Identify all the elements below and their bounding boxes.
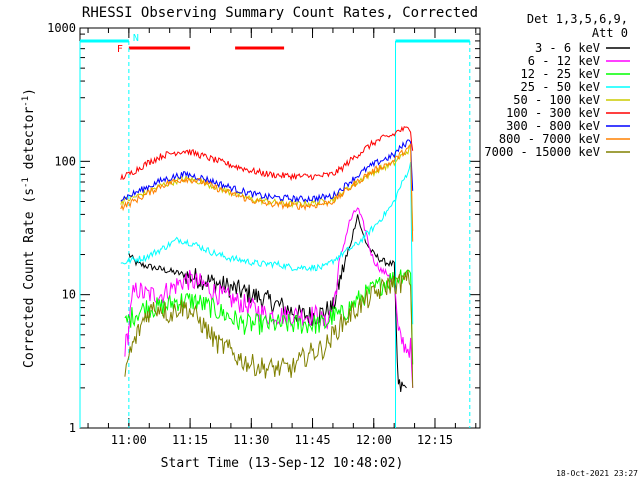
- series-line-7: [120, 143, 414, 242]
- legend-label: 800 - 7000 keV: [499, 132, 600, 146]
- y-tick-label: 10: [62, 288, 76, 302]
- x-tick-label: 11:15: [172, 433, 208, 447]
- y-tick-label: 1: [69, 421, 76, 435]
- y-axis-label-sup-2: -1: [21, 96, 31, 107]
- legend-label: 300 - 800 keV: [506, 119, 600, 133]
- legend-label: 6 - 12 keV: [528, 54, 600, 68]
- y-axis-label-mid: detector: [22, 107, 37, 178]
- y-axis-label-sup-1: -1: [21, 177, 31, 188]
- series-line-1: [124, 207, 414, 388]
- x-tick-label: 12:15: [417, 433, 453, 447]
- footer-timestamp: 18-Oct-2021 23:27: [556, 469, 638, 478]
- x-tick-label: 11:45: [294, 433, 330, 447]
- series-line-3: [120, 162, 414, 325]
- y-axis-label: Corrected Count Rate (s-1 detector-1): [21, 88, 37, 368]
- series-line-6: [120, 139, 414, 204]
- y-axis-label-pre: Corrected Count Rate (s: [22, 188, 37, 368]
- flag-F: F: [117, 44, 123, 55]
- series-lines: [120, 125, 414, 393]
- x-tick-label: 12:00: [356, 433, 392, 447]
- x-axis-label: Start Time (13-Sep-12 10:48:02): [161, 456, 404, 471]
- y-tick-label: 100: [54, 154, 76, 168]
- legend-title-2: Att 0: [592, 26, 628, 40]
- y-axis-label-post: ): [22, 88, 37, 96]
- y-tick-label: 1000: [47, 21, 76, 35]
- legend-label: 100 - 300 keV: [506, 106, 600, 120]
- x-tick-label: 11:00: [111, 433, 147, 447]
- legend-title-1: Det 1,3,5,6,9,: [527, 12, 628, 26]
- series-line-4: [120, 144, 414, 232]
- legend-label: 25 - 50 keV: [521, 80, 600, 94]
- series-line-8: [124, 269, 414, 388]
- legend-label: 12 - 25 keV: [521, 67, 600, 81]
- x-axis: 11:00 11:15 11:30 11:45 12:00 12:15: [87, 28, 477, 447]
- y-axis: 1 10 100 1000: [47, 21, 480, 435]
- legend-label: 50 - 100 keV: [513, 93, 600, 107]
- series-line-2: [124, 269, 414, 365]
- series-line-5: [120, 125, 414, 182]
- flag-N: N: [133, 33, 139, 44]
- legend-label: 3 - 6 keV: [535, 41, 600, 55]
- chart-title: RHESSI Observing Summary Count Rates, Co…: [82, 5, 478, 21]
- legend-label: 7000 - 15000 keV: [484, 145, 600, 159]
- annotations: NF: [79, 33, 471, 428]
- series-line-0: [128, 214, 407, 393]
- x-tick-label: 11:30: [233, 433, 269, 447]
